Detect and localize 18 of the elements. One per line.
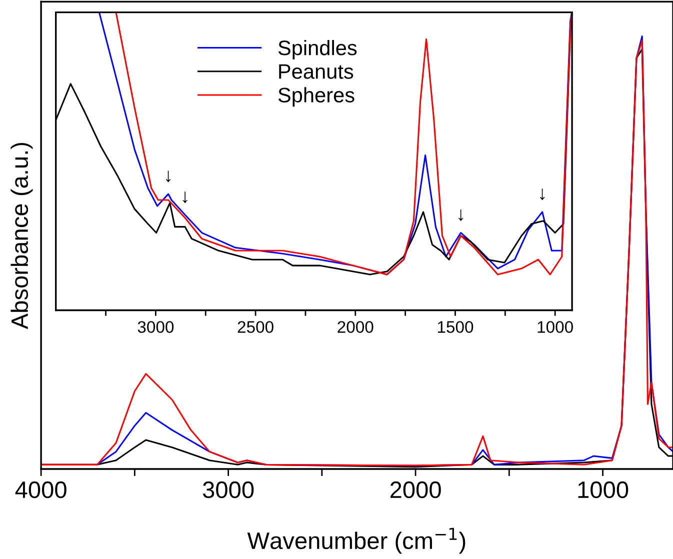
x-tick-label: 1500 — [438, 321, 474, 333]
x-tick-label: 1000 — [578, 481, 628, 498]
x-tick-label: 3000 — [138, 321, 174, 333]
x-axis-title: Wavenumber (cm$^{−1}$) — [247, 528, 466, 554]
annotation: ↓ — [166, 170, 171, 182]
legend-label: Peanuts — [279, 64, 354, 79]
x-tick-label: 2000 — [338, 321, 374, 333]
x-tick-label: 2000 — [390, 481, 441, 498]
y-axis-title: Absorbance (a.u.) — [10, 142, 33, 330]
legend-label: Spheres — [278, 87, 354, 107]
annotation: ↓ — [182, 192, 188, 204]
legend-label: Spindles — [278, 40, 357, 60]
x-tick-label: 1000 — [538, 321, 573, 333]
x-tick-label: 3000 — [202, 481, 254, 498]
annotation: ↓ — [540, 188, 545, 200]
x-tick-label: 2500 — [238, 321, 274, 333]
x-tick-label: 4000 — [15, 481, 66, 498]
annotation: ↓ — [458, 209, 464, 221]
